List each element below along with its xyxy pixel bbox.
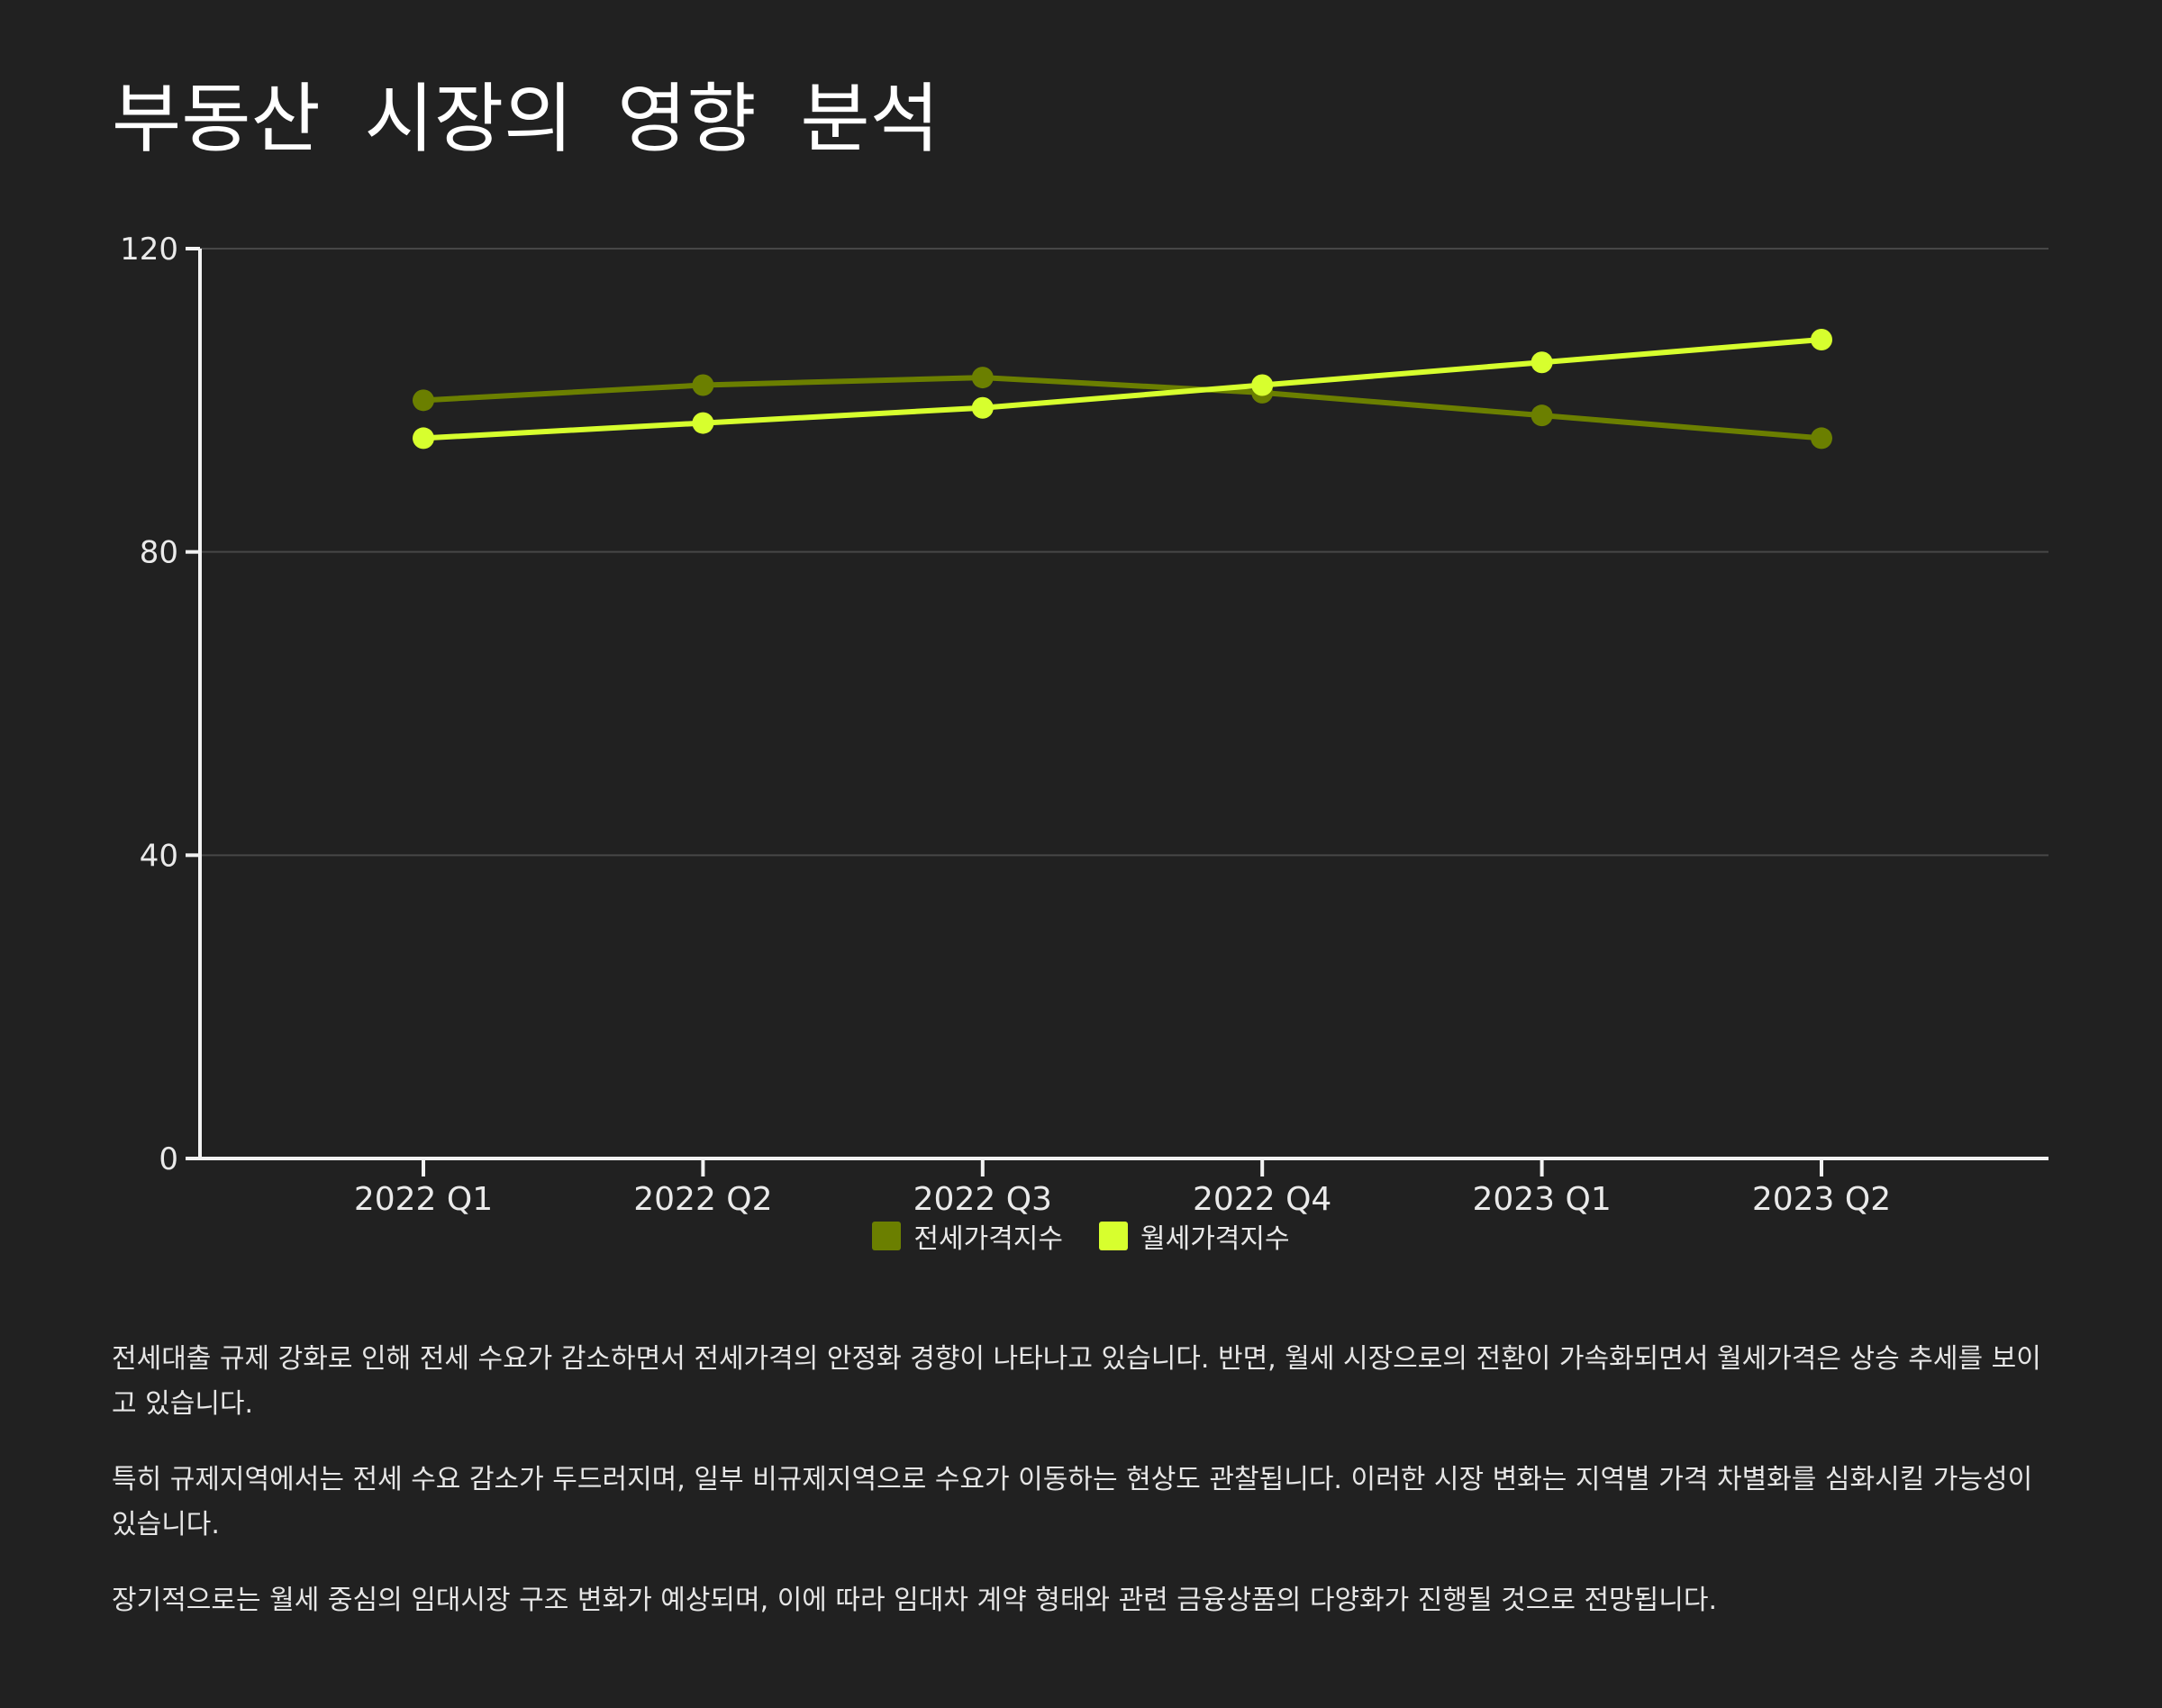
analysis-paragraph-3: 장기적으로는 월세 중심의 임대시장 구조 변화가 예상되며, 이에 따라 임대… [112,1585,1717,1616]
x-tick-label-2: 2022 Q3 [913,1181,1052,1218]
line-chart: 0 40 80 120 2022 Q1 2022 Q2 2022 Q3 2022 Q4 2023… [120,232,2048,1218]
series-2-point-4 [1251,374,1274,396]
series-2-point-2 [692,412,714,434]
series-line-1 [421,375,1824,441]
x-tick-label-1: 2022 Q2 [633,1181,772,1218]
page-title: 부동산 시장의 영향 분석 [112,75,940,163]
series-1-point-2 [692,374,714,396]
series-1-point-1 [413,389,434,412]
series-line-2 [421,337,1824,441]
x-tick-label-3: 2022 Q4 [1193,1181,1331,1218]
legend-swatch-jeonse [872,1222,902,1250]
series-1-point-6 [1811,427,1832,450]
x-tick-label-4: 2023 Q1 [1472,1181,1611,1218]
legend-item-wolse[interactable]: 월세가격지수 [1099,1216,1290,1256]
legend-swatch-wolse [1099,1222,1128,1250]
y-tick-label-0: 0 [159,1141,178,1177]
analysis-paragraph-1: 전세대출 규제 강화로 인해 전세 수요가 감소하면서 전세가격의 안정화 경향… [112,1343,2041,1420]
series-2-point-3 [971,396,994,419]
y-tick-label-80: 80 [140,535,178,571]
chart-legend: 전세가격지수 월세가격지수 [0,1214,2162,1258]
x-tick-label-5: 2023 Q2 [1752,1181,1891,1218]
series-2-point-1 [413,427,434,450]
series-2-point-5 [1531,351,1553,374]
analysis-text: 전세대출 규제 강화로 인해 전세 수요가 감소하면서 전세가격의 안정화 경향… [112,1337,2054,1654]
legend-label-wolse: 월세가격지수 [1140,1223,1290,1255]
legend-label-jeonse: 전세가격지수 [913,1223,1063,1255]
y-tick-label-120: 120 [120,232,178,268]
series-1-point-5 [1531,404,1553,427]
y-tick-label-40: 40 [140,838,178,874]
analysis-paragraph-2: 특히 규제지역에서는 전세 수요 감소가 두드러지며, 일부 비규제지역으로 수… [112,1464,2033,1540]
series-2-point-6 [1811,329,1832,350]
series-1-point-3 [971,367,994,389]
x-tick-label-0: 2022 Q1 [354,1181,493,1218]
legend-item-jeonse[interactable]: 전세가격지수 [872,1216,1063,1256]
